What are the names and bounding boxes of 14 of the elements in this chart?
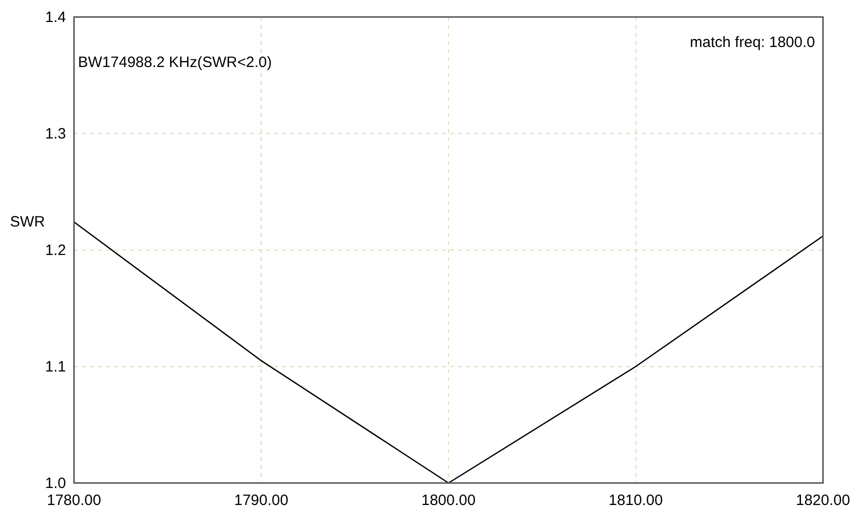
x-tick-label: 1790.00 — [234, 492, 288, 509]
y-axis-title: SWR — [10, 214, 46, 231]
y-tick-label: 1.3 — [45, 126, 66, 142]
annotation: BW174988.2 KHz(SWR<2.0) — [78, 54, 272, 71]
y-tick-label: 1.2 — [45, 242, 66, 259]
annotation: match freq: 1800.0 — [690, 34, 815, 51]
x-tick-label: 1820.00 — [796, 492, 850, 509]
line-series — [73, 221, 824, 484]
x-tick-label: 1800.00 — [421, 492, 476, 509]
y-tick-label: 1.4 — [45, 9, 66, 26]
y-tick-label: 1.0 — [45, 475, 66, 492]
x-tick-label: 1810.00 — [608, 492, 663, 509]
x-tick-label: 1780.00 — [46, 492, 102, 509]
y-tick-label: 1.1 — [45, 358, 66, 376]
